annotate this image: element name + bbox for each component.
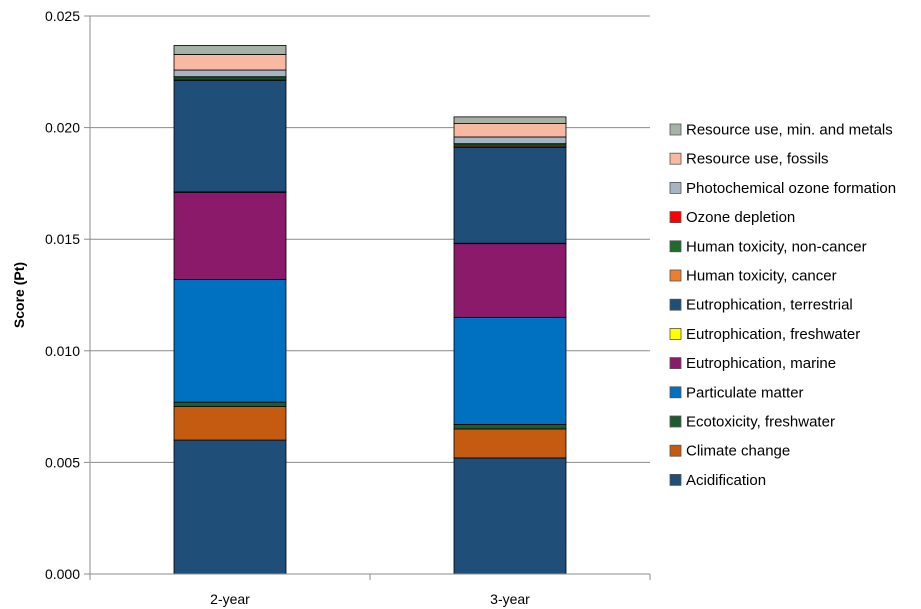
legend-label: Acidification — [686, 472, 766, 489]
legend-label: Eutrophication, marine — [686, 355, 836, 372]
bar-segment — [173, 79, 287, 193]
legend-label: Particulate matter — [686, 384, 804, 401]
axes — [84, 15, 651, 580]
bar-segment — [453, 457, 567, 575]
bar-segment — [453, 316, 567, 425]
x-tick-label: 3-year — [490, 591, 530, 607]
legend-label: Resource use, fossils — [686, 151, 829, 168]
legend-swatch — [669, 357, 682, 370]
bar-segment — [453, 243, 567, 318]
bar-segment — [453, 116, 567, 124]
legend-swatch — [669, 415, 682, 428]
legend-swatch — [669, 473, 682, 486]
legend-label: Human toxicity, non-cancer — [686, 238, 867, 255]
bar-segment — [173, 278, 287, 403]
legend-label: Eutrophication, freshwater — [686, 326, 860, 343]
legend-swatch — [669, 123, 682, 136]
bar-segment — [173, 401, 287, 407]
bar-segment — [453, 123, 567, 138]
legend-label: Climate change — [686, 443, 790, 460]
bar-segment — [173, 191, 287, 280]
y-tick-label: 0.020 — [45, 120, 80, 136]
legend: Resource use, min. and metals Resource us… — [669, 122, 896, 489]
bar-segment — [453, 136, 567, 145]
legend-swatch — [669, 327, 682, 340]
legend-label: Photochemical ozone formation — [686, 180, 896, 197]
y-tick-label: 0.000 — [45, 566, 80, 582]
bar-segment — [453, 424, 567, 430]
legend-label: Ecotoxicity, freshwater — [686, 414, 835, 431]
bar-segment — [453, 428, 567, 459]
legend-swatch — [669, 444, 682, 457]
legend-label: Eutrophication, terrestrial — [686, 297, 853, 314]
bar-segment — [453, 146, 567, 244]
bar-segment — [173, 69, 287, 78]
bar-segment — [173, 439, 287, 575]
bar-segment — [173, 53, 287, 71]
legend-swatch — [669, 386, 682, 399]
bar-segment — [173, 406, 287, 441]
legend-swatch — [669, 211, 682, 224]
bars — [173, 45, 567, 575]
legend-swatch — [669, 152, 682, 165]
y-tick-label: 0.005 — [45, 454, 80, 470]
y-axis-title: Score (Pt) — [11, 262, 27, 328]
y-tick-label: 0.015 — [45, 231, 80, 247]
y-tick-labels: 0.000 0.005 0.010 0.015 0.020 0.025 — [45, 8, 80, 582]
bar-segment — [173, 45, 287, 55]
x-tick-labels: 2-year 3-year — [210, 591, 530, 607]
legend-label: Human toxicity, cancer — [686, 268, 837, 285]
legend-label: Ozone depletion — [686, 209, 795, 226]
legend-swatch — [669, 240, 682, 253]
legend-swatch — [669, 298, 682, 311]
x-tick-label: 2-year — [210, 591, 250, 607]
legend-swatch — [669, 181, 682, 194]
legend-swatch — [669, 269, 682, 282]
legend-label: Resource use, min. and metals — [686, 122, 893, 139]
y-tick-label: 0.025 — [45, 8, 80, 24]
y-tick-label: 0.010 — [45, 343, 80, 359]
